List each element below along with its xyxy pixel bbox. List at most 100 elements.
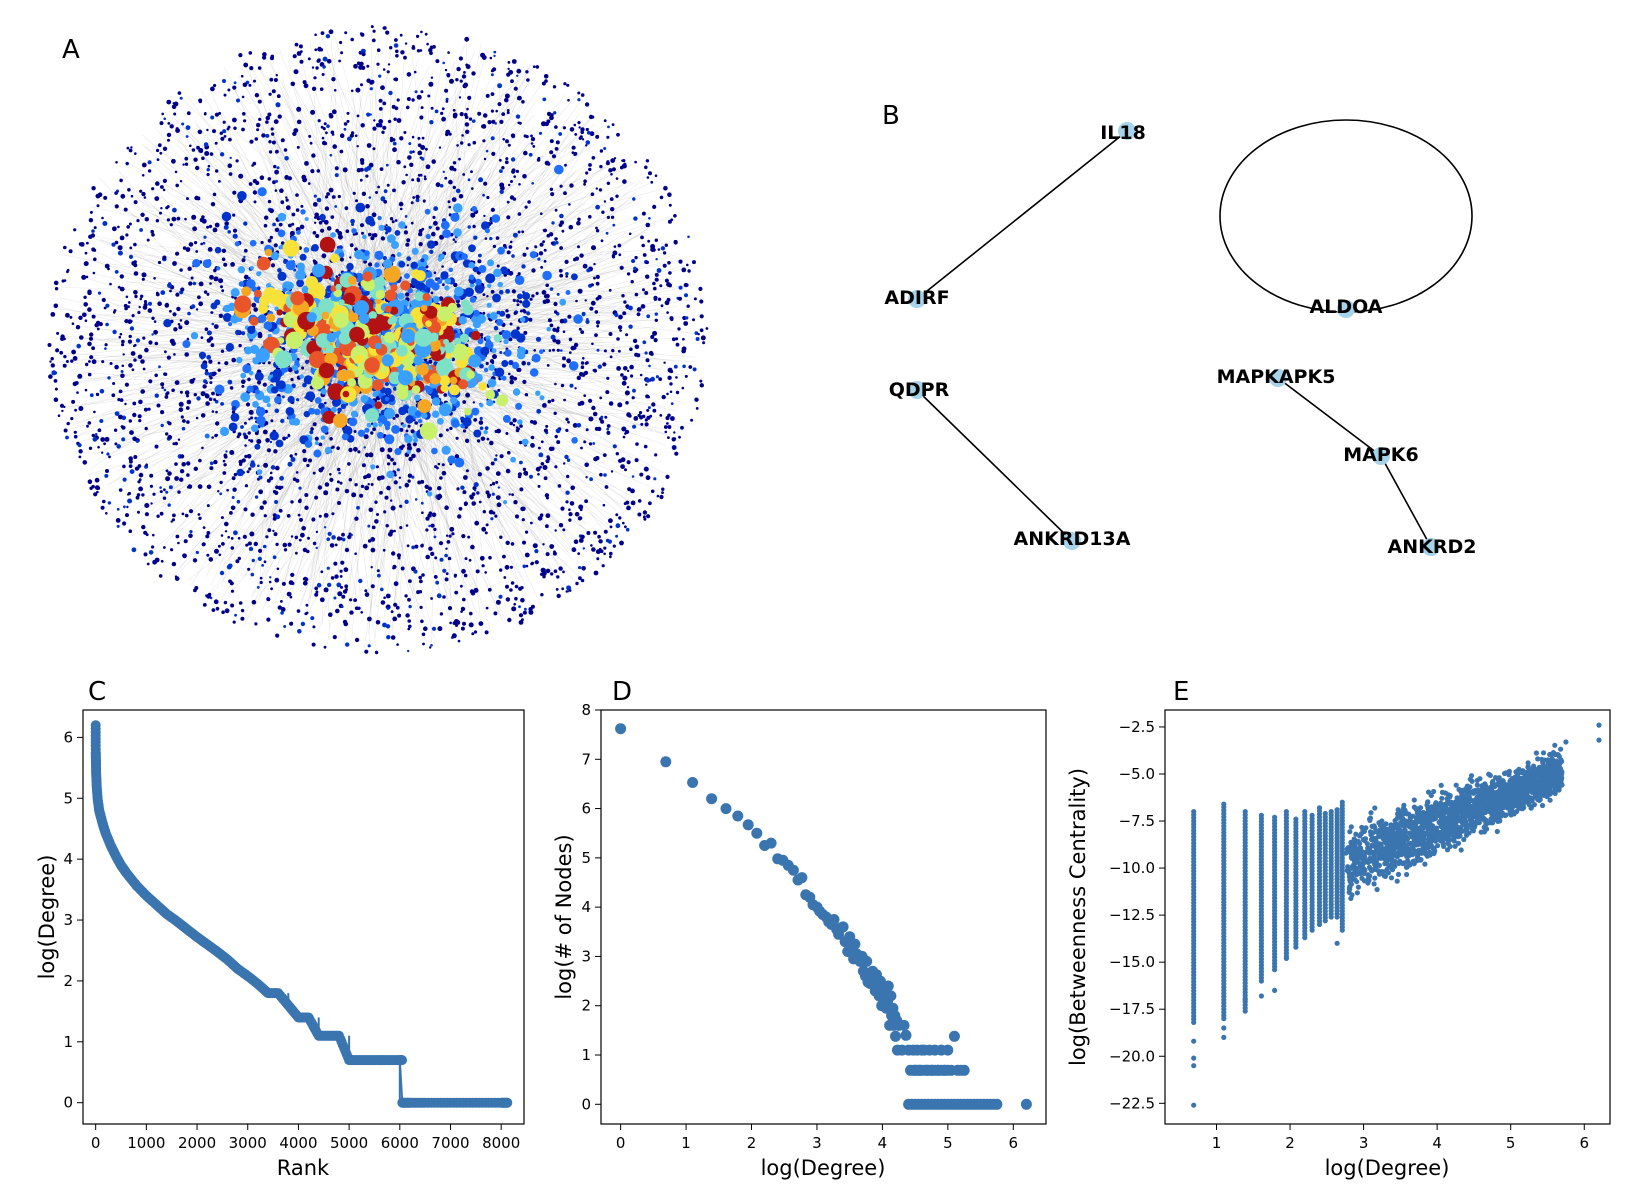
network-node — [196, 396, 201, 401]
network-node — [131, 314, 135, 318]
network-node — [492, 354, 497, 360]
network-node — [442, 170, 445, 174]
network-node — [509, 379, 514, 385]
network-node — [515, 114, 521, 119]
network-node — [92, 271, 96, 275]
network-node — [330, 215, 335, 219]
network-node — [484, 237, 488, 240]
network-node — [558, 132, 563, 136]
network-node — [363, 475, 367, 480]
network-node — [700, 335, 706, 341]
network-node — [431, 159, 437, 164]
network-node — [440, 111, 444, 115]
network-node — [481, 564, 485, 568]
network-node — [189, 530, 193, 534]
network-node — [78, 449, 83, 454]
network-node — [318, 442, 323, 447]
network-node — [655, 375, 660, 379]
network-node — [444, 176, 448, 180]
network-node — [283, 625, 287, 628]
network-node — [165, 490, 169, 494]
network-node — [547, 318, 552, 323]
network-node — [219, 480, 223, 485]
network-node — [430, 291, 434, 295]
network-node — [323, 587, 329, 593]
network-node — [233, 126, 237, 130]
network-node — [521, 230, 525, 234]
network-node — [586, 531, 591, 535]
network-node — [585, 171, 589, 175]
network-node — [454, 590, 459, 595]
network-node — [653, 295, 658, 300]
network-node — [54, 371, 58, 375]
network-node — [119, 274, 125, 279]
network-node — [126, 225, 130, 229]
network-node — [399, 207, 403, 211]
network-node — [462, 621, 466, 626]
network-node — [516, 299, 520, 303]
network-node — [518, 605, 521, 609]
network-node — [318, 514, 322, 518]
network-node — [128, 419, 132, 423]
network-node — [432, 45, 436, 49]
network-node — [205, 534, 210, 539]
network-node — [568, 508, 571, 512]
network-node — [105, 322, 109, 327]
network-node — [319, 48, 324, 52]
network-node — [460, 610, 463, 613]
network-node — [474, 284, 485, 294]
network-node — [163, 372, 168, 376]
network-node — [296, 609, 301, 613]
network-node — [314, 397, 322, 404]
network-node — [220, 534, 224, 537]
network-node — [375, 191, 378, 194]
network-node — [264, 215, 269, 220]
network-node — [142, 305, 148, 310]
network-node — [545, 293, 550, 299]
network-node — [457, 304, 461, 308]
network-node — [339, 149, 344, 154]
network-node — [205, 401, 210, 406]
network-node — [204, 371, 209, 376]
network-node — [220, 516, 224, 520]
network-node — [344, 488, 350, 494]
network-node — [626, 505, 631, 511]
network-node — [335, 608, 340, 614]
network-node — [238, 173, 244, 179]
network-node — [308, 134, 312, 138]
network-node — [652, 408, 657, 413]
network-node — [660, 246, 666, 251]
network-node — [667, 367, 673, 373]
network-node — [116, 524, 120, 528]
network-node — [71, 322, 75, 326]
network-node — [267, 112, 272, 117]
network-node — [89, 355, 94, 360]
network-node — [219, 152, 225, 157]
network-edge — [321, 64, 418, 319]
network-node — [353, 446, 358, 452]
network-node — [545, 283, 549, 288]
network-node — [524, 607, 527, 611]
network-node — [89, 393, 94, 398]
network-node — [490, 69, 495, 73]
network-node — [428, 546, 433, 551]
network-node — [203, 235, 207, 239]
network-node — [591, 115, 595, 119]
network-node — [324, 401, 327, 405]
network-node — [330, 130, 335, 135]
network-node — [407, 424, 411, 428]
network-node — [383, 596, 386, 599]
network-node — [53, 303, 59, 309]
network-node — [640, 235, 644, 240]
network-node — [420, 30, 423, 34]
network-node — [97, 291, 102, 295]
network-node — [496, 428, 501, 434]
network-node — [254, 622, 258, 626]
network-node — [387, 447, 393, 453]
network-node — [343, 127, 347, 131]
network-node — [129, 459, 133, 464]
network-node — [127, 491, 131, 496]
network-node — [563, 462, 566, 465]
network-node — [210, 202, 216, 207]
network-node — [394, 219, 398, 222]
